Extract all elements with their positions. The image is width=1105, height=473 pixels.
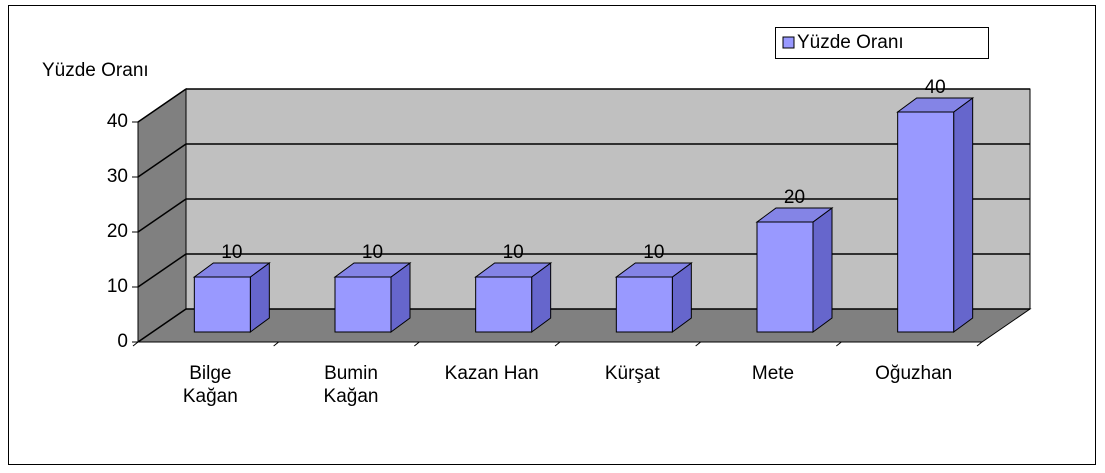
bar [756,221,814,333]
x-tick-label: Mete [752,363,794,384]
bar [193,276,251,333]
x-tick-label: Oğuzhan [875,363,952,384]
grid-line [137,198,187,233]
y-tick-label: 0 [117,331,128,352]
bar-side [953,97,974,333]
x-tick [273,341,279,347]
y-tick-label: 20 [107,221,128,242]
y-tick-label: 30 [107,166,128,187]
x-tick-label: Bumin Kağan [324,363,379,407]
y-axis-title: Yüzde Oranı [42,60,149,81]
bar-side [812,207,833,333]
grid-line [137,88,187,123]
x-tick [836,341,842,347]
bar [897,111,955,333]
x-tick-label: Bilge Kağan [183,363,238,407]
value-label: 10 [221,242,242,263]
grid-line [137,253,187,288]
x-tick [132,341,139,347]
value-label: 10 [362,242,383,263]
y-tick-label: 10 [107,276,128,297]
y-tick-label: 40 [107,111,128,132]
x-tick-label: Kürşat [605,363,661,384]
floor [136,308,1032,343]
grid-line [137,143,187,178]
x-tick [976,341,983,347]
bar [334,276,392,333]
x-tick [695,341,701,347]
bar [475,276,533,333]
value-label: 40 [925,77,946,98]
x-tick [414,341,420,347]
legend-label: Yüzde Oranı [797,32,904,53]
value-label: 10 [643,242,664,263]
bar [615,276,673,333]
legend-swatch [782,36,795,49]
x-tick-label: Kazan Han [445,363,539,384]
value-label: 10 [503,242,524,263]
legend-box [775,27,989,59]
grid-line [137,308,187,343]
x-tick [554,341,561,347]
value-label: 20 [784,187,805,208]
